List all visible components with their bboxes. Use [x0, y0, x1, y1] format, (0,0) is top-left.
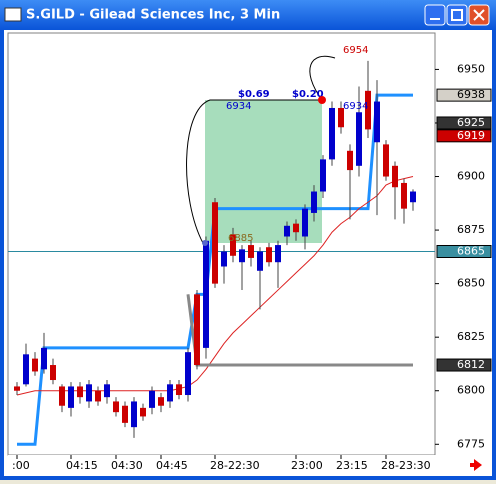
annotation: 6954: [343, 45, 368, 56]
x-tick-label: 04:15: [66, 459, 98, 472]
x-tick-label: 04:45: [156, 459, 188, 472]
annotation: $0.20: [292, 89, 324, 100]
x-tick-label: 04:30: [111, 459, 143, 472]
x-tick-label: 23:00: [291, 459, 323, 472]
candle-body: [392, 165, 398, 188]
maximize-button[interactable]: [446, 4, 468, 26]
price-tag-label: 6812: [457, 358, 485, 371]
candle-body: [104, 384, 110, 398]
candle-body: [347, 150, 353, 171]
candle-body: [32, 358, 38, 372]
price-tag-label: 6938: [457, 88, 485, 101]
annotation: 6934: [226, 101, 251, 112]
candle-body: [86, 384, 92, 402]
candle-body: [149, 390, 155, 408]
candle-body: [131, 401, 137, 428]
candle-body: [185, 352, 191, 396]
candle-body: [68, 386, 74, 408]
window-title: S.GILD - Gilead Sciences Inc, 3 Min: [26, 8, 280, 23]
price-tag: [436, 88, 492, 102]
candle-body: [275, 245, 281, 263]
candle-body: [401, 182, 407, 209]
candle-body: [293, 223, 299, 233]
measure-arc: [186, 99, 322, 244]
price-tag: [436, 358, 492, 372]
candle-body: [41, 347, 47, 370]
candle-body: [374, 101, 380, 143]
y-tick-label: 6800: [457, 384, 485, 397]
candle-body: [158, 397, 164, 406]
x-axis-area: [8, 455, 492, 475]
candle-body: [365, 90, 371, 130]
price-tag: [436, 129, 492, 143]
price-tag-label: 6865: [457, 244, 485, 257]
candle-body: [59, 386, 65, 406]
candle-body: [212, 202, 218, 284]
candle-body: [14, 386, 20, 391]
candle-body: [122, 405, 128, 423]
x-tick-label: 23:15: [336, 459, 368, 472]
y-tick-label: 6850: [457, 277, 485, 290]
candle-body: [167, 384, 173, 402]
candle-body: [95, 390, 101, 402]
candle-body: [239, 249, 245, 263]
minimize-button[interactable]: [424, 4, 446, 26]
candle-body: [23, 354, 29, 385]
candle-body: [410, 191, 416, 203]
price-tag-label: 6925: [457, 116, 485, 129]
candle-body: [356, 112, 362, 166]
marker: [202, 240, 208, 246]
annotation: $0.69: [238, 89, 270, 100]
y-tick-label: 6875: [457, 223, 485, 236]
annotation: 6885: [228, 233, 253, 244]
indicator-line: [186, 294, 413, 367]
candle-body: [194, 294, 200, 366]
candle-body: [77, 386, 83, 398]
measure-arc: [309, 55, 336, 101]
candle-body: [338, 107, 344, 128]
price-tag: [436, 244, 492, 258]
title-bar: [0, 0, 496, 30]
y-tick-label: 6900: [457, 170, 485, 183]
x-tick-label: 28-23:30: [381, 459, 431, 472]
candle-body: [383, 144, 389, 177]
candle-body: [329, 107, 335, 160]
y-tick-label: 6825: [457, 330, 485, 343]
candle-body: [266, 247, 272, 263]
x-tick-label: 28-22:30: [210, 459, 260, 472]
candle-body: [320, 159, 326, 192]
annotation: 6934: [343, 101, 368, 112]
candle-body: [50, 365, 56, 381]
candle-body: [140, 407, 146, 417]
candle-body: [257, 251, 263, 271]
candle-body: [311, 191, 317, 213]
y-tick-label: 6775: [457, 437, 485, 450]
candle-body: [221, 251, 227, 267]
marker: [318, 96, 326, 104]
candle-body: [203, 240, 209, 348]
y-tick-label: 6950: [457, 62, 485, 75]
candle-body: [302, 208, 308, 237]
candle-body: [113, 401, 119, 413]
candle-body: [284, 225, 290, 237]
candle-body: [248, 245, 254, 258]
app-icon: [4, 7, 22, 22]
x-tick-label: :00: [12, 459, 30, 472]
scroll-arrow[interactable]: [470, 459, 482, 471]
price-tag-label: 6919: [457, 129, 485, 142]
candle-body: [230, 234, 236, 256]
candle-body: [176, 384, 182, 396]
price-tag: [436, 116, 492, 130]
